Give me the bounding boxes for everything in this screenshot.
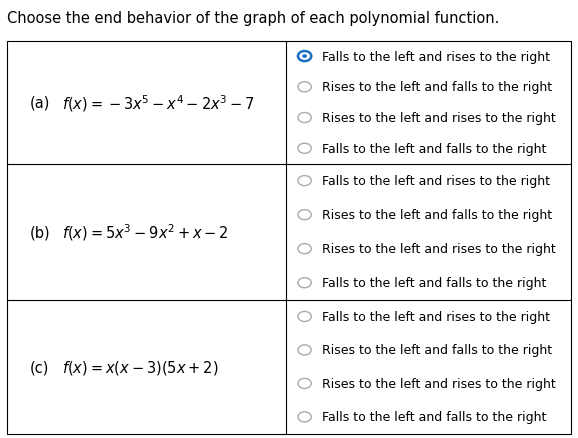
Text: (a): (a) xyxy=(30,95,50,110)
Text: $\it{f}(x) = 5x^3 - 9x^2 + x - 2$: $\it{f}(x) = 5x^3 - 9x^2 + x - 2$ xyxy=(62,222,229,243)
Text: (c): (c) xyxy=(30,359,50,374)
Text: (b): (b) xyxy=(30,225,51,240)
Text: Falls to the left and falls to the right: Falls to the left and falls to the right xyxy=(322,276,546,290)
Text: Falls to the left and rises to the right: Falls to the left and rises to the right xyxy=(322,310,550,323)
Text: Rises to the left and falls to the right: Rises to the left and falls to the right xyxy=(322,344,552,357)
Text: Choose the end behavior of the graph of each polynomial function.: Choose the end behavior of the graph of … xyxy=(7,11,499,26)
Text: Rises to the left and rises to the right: Rises to the left and rises to the right xyxy=(322,377,555,390)
Bar xyxy=(7,42,571,434)
Text: Rises to the left and rises to the right: Rises to the left and rises to the right xyxy=(322,112,555,125)
Text: Rises to the left and falls to the right: Rises to the left and falls to the right xyxy=(322,208,552,222)
Circle shape xyxy=(302,55,307,59)
Text: Falls to the left and rises to the right: Falls to the left and rises to the right xyxy=(322,50,550,64)
Text: $\it{f}(x) = x(x-3)(5x+2)$: $\it{f}(x) = x(x-3)(5x+2)$ xyxy=(62,358,218,376)
Text: Falls to the left and falls to the right: Falls to the left and falls to the right xyxy=(322,410,546,424)
Text: Falls to the left and falls to the right: Falls to the left and falls to the right xyxy=(322,142,546,155)
Text: Rises to the left and falls to the right: Rises to the left and falls to the right xyxy=(322,81,552,94)
Text: Rises to the left and rises to the right: Rises to the left and rises to the right xyxy=(322,243,555,256)
Text: Falls to the left and rises to the right: Falls to the left and rises to the right xyxy=(322,175,550,188)
Text: $\it{f}(x) = -3x^5 - x^4 - 2x^3 - 7$: $\it{f}(x) = -3x^5 - x^4 - 2x^3 - 7$ xyxy=(62,92,255,113)
